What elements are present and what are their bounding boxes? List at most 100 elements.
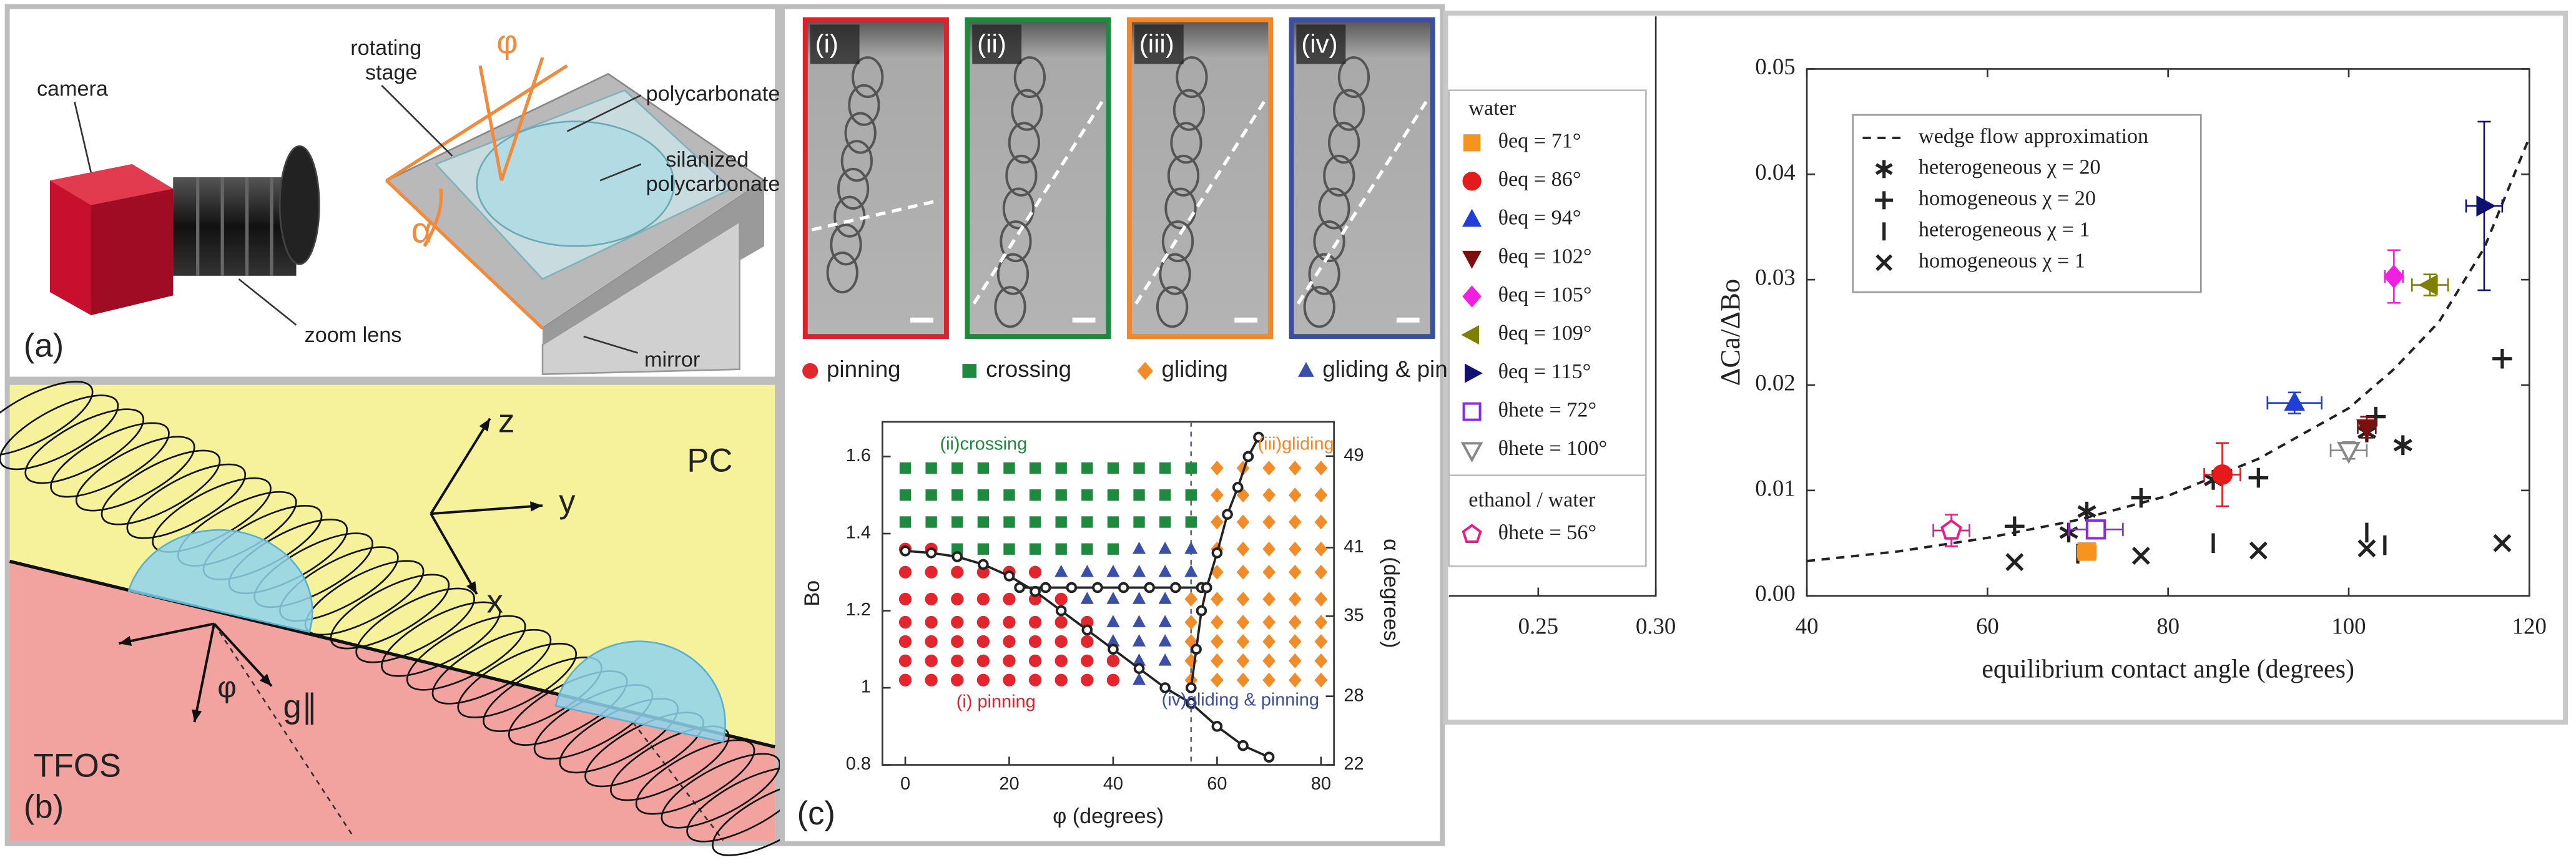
y2-tick-label: 35 [1344, 605, 1364, 625]
marker [2131, 487, 2151, 508]
legend-label: homogeneous χ = 20 [1919, 187, 2096, 210]
marker [925, 635, 938, 648]
y-tick-label: 0.05 [1755, 54, 1795, 79]
marker [1159, 682, 1171, 693]
marker [898, 565, 912, 579]
marker [1237, 740, 1249, 751]
arrow [213, 623, 273, 687]
label: silanized [666, 148, 749, 172]
legend-label: θeq = 115° [1498, 360, 1591, 383]
bubble [1303, 286, 1335, 328]
marker [1314, 564, 1328, 580]
marker [1106, 654, 1120, 667]
x-tick-label: 40 [1103, 774, 1123, 794]
label: y [559, 483, 576, 520]
y-tick-label: 0.01 [1755, 475, 1795, 501]
marker [1107, 516, 1119, 528]
marker [2077, 542, 2097, 561]
y-tick-label: 0.00 [1755, 580, 1795, 606]
marker [925, 547, 937, 559]
marker [898, 592, 912, 606]
coil-ring [126, 463, 247, 539]
marker [1253, 431, 1264, 443]
marker [1132, 564, 1146, 577]
marker [925, 462, 937, 474]
marker [1236, 541, 1250, 557]
marker [2005, 553, 2024, 572]
marker [1211, 634, 1224, 649]
marker [1029, 543, 1041, 555]
bubble [1167, 154, 1200, 197]
marker [1314, 615, 1328, 630]
legend-label: θeq = 94° [1498, 207, 1581, 230]
marker [1158, 541, 1172, 554]
bubble [1172, 89, 1206, 131]
legend-marker [1462, 524, 1482, 543]
marker [1108, 643, 1119, 655]
dashed-line [972, 100, 1104, 305]
legend-label: pinning [827, 356, 901, 382]
marker [951, 592, 964, 606]
legend-marker [802, 363, 819, 379]
marker [976, 654, 990, 667]
marker [899, 489, 912, 501]
x-tick-label: 0.25 [1518, 613, 1558, 639]
marker [2393, 435, 2412, 456]
marker [1054, 564, 1068, 577]
marker [1055, 543, 1067, 555]
angle-lines [385, 57, 568, 330]
marker [1262, 541, 1276, 557]
marker [1222, 509, 1233, 520]
marker [1262, 672, 1276, 688]
marker [1211, 592, 1224, 607]
marker [1232, 482, 1244, 493]
marker [1288, 461, 1302, 476]
legend-title: ethanol / water [1468, 489, 1596, 512]
marker [1132, 592, 1146, 604]
bubble [1156, 286, 1189, 328]
marker [1081, 635, 1094, 648]
x-tick-label: 0.30 [1636, 613, 1676, 639]
marker [1158, 564, 1172, 577]
marker [2476, 195, 2496, 217]
marker [1055, 516, 1067, 528]
arrow [119, 622, 215, 645]
marker [1081, 654, 1094, 667]
camera-side [91, 188, 174, 315]
marker [925, 565, 938, 579]
marker [1132, 634, 1146, 647]
marker [1003, 462, 1015, 474]
marker [976, 592, 990, 606]
y-tick-label: 1.6 [846, 446, 871, 466]
marker [1314, 592, 1328, 607]
bubble [1332, 89, 1365, 131]
bubble [837, 167, 870, 210]
legend-marker [1875, 254, 1893, 271]
bubble [996, 253, 1030, 295]
marker [1003, 635, 1016, 648]
marker [1314, 634, 1328, 649]
marker [1080, 564, 1094, 577]
marker [951, 615, 964, 629]
marker [1133, 663, 1145, 674]
marker [1191, 643, 1202, 655]
angle-label: α [411, 211, 432, 251]
x-tick-label: 80 [1311, 774, 1331, 794]
dashed-line [1134, 100, 1266, 305]
bubble [830, 223, 862, 266]
marker [1211, 547, 1223, 559]
plot-frame [882, 421, 1335, 766]
y2-tick-label: 28 [1344, 685, 1364, 705]
annotation: (i) pinning [956, 692, 1036, 711]
legend-label: θhete = 72° [1498, 398, 1596, 421]
marker [1054, 654, 1068, 667]
marker [1184, 615, 1198, 630]
marker [1132, 672, 1146, 685]
photo [1289, 17, 1435, 340]
legend-marker [1462, 250, 1482, 269]
panel-b: z y x PC TFOS φ g∥ (b) [0, 379, 832, 856]
marker [951, 516, 963, 528]
arrow-head [259, 673, 272, 687]
marker [977, 543, 990, 555]
